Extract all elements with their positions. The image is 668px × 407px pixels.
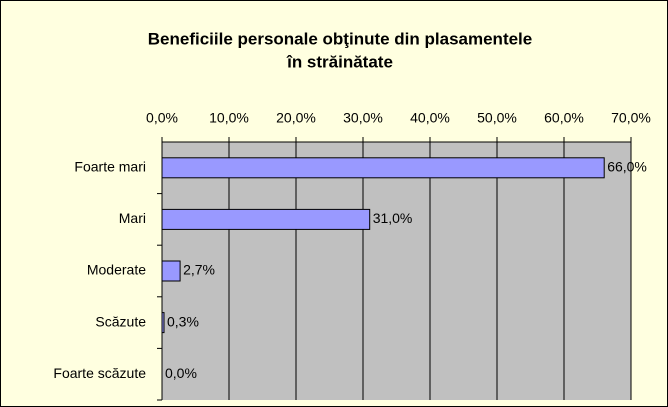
value-label: 0,0%: [165, 365, 197, 381]
value-label: 31,0%: [373, 210, 413, 226]
y-tick-label: Scăzute: [95, 313, 146, 329]
y-tick-label: Moderate: [87, 262, 146, 278]
x-tick-label: 20,0%: [276, 110, 316, 126]
bar: [161, 312, 165, 334]
bar: [161, 208, 371, 230]
y-tick-label: Foarte scăzute: [53, 365, 146, 381]
x-tick-label: 40,0%: [410, 110, 450, 126]
plot-area: [162, 142, 631, 400]
x-tick-label: 0,0%: [146, 110, 178, 126]
x-tick-label: 10,0%: [209, 110, 249, 126]
bar: [161, 157, 605, 179]
value-label: 66,0%: [607, 159, 647, 175]
chart-title: Beneficiile personale obţinute din plasa…: [148, 29, 532, 48]
x-tick-label: 70,0%: [611, 110, 651, 126]
y-tick-label: Foarte mari: [74, 159, 146, 175]
bar: [161, 260, 181, 282]
chart-title: în străinătate: [286, 52, 393, 71]
value-label: 2,7%: [183, 262, 215, 278]
x-tick-label: 50,0%: [477, 110, 517, 126]
x-tick-label: 60,0%: [544, 110, 584, 126]
x-tick-label: 30,0%: [343, 110, 383, 126]
value-label: 0,3%: [167, 313, 199, 329]
y-tick-label: Mari: [119, 210, 146, 226]
